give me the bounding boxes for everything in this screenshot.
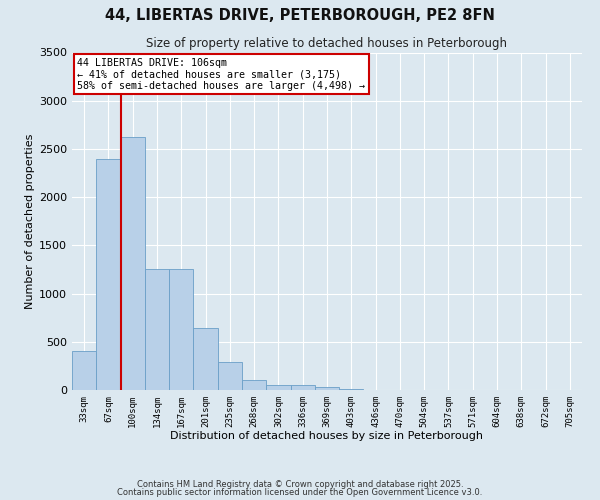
Bar: [96, 158, 121, 390]
Y-axis label: Number of detached properties: Number of detached properties: [25, 134, 35, 309]
Bar: [290, 384, 315, 390]
Bar: [266, 384, 290, 390]
Bar: [339, 389, 364, 390]
Bar: [145, 270, 169, 390]
Bar: [315, 386, 339, 390]
Text: Contains HM Land Registry data © Crown copyright and database right 2025.: Contains HM Land Registry data © Crown c…: [137, 480, 463, 489]
Bar: [121, 138, 145, 390]
Bar: [72, 352, 96, 390]
Bar: [169, 270, 193, 390]
Title: Size of property relative to detached houses in Peterborough: Size of property relative to detached ho…: [146, 37, 508, 50]
Bar: [242, 380, 266, 390]
Bar: [193, 328, 218, 390]
X-axis label: Distribution of detached houses by size in Peterborough: Distribution of detached houses by size …: [170, 432, 484, 442]
Text: Contains public sector information licensed under the Open Government Licence v3: Contains public sector information licen…: [118, 488, 482, 497]
Text: 44 LIBERTAS DRIVE: 106sqm
← 41% of detached houses are smaller (3,175)
58% of se: 44 LIBERTAS DRIVE: 106sqm ← 41% of detac…: [77, 58, 365, 91]
Text: 44, LIBERTAS DRIVE, PETERBOROUGH, PE2 8FN: 44, LIBERTAS DRIVE, PETERBOROUGH, PE2 8F…: [105, 8, 495, 22]
Bar: [218, 362, 242, 390]
